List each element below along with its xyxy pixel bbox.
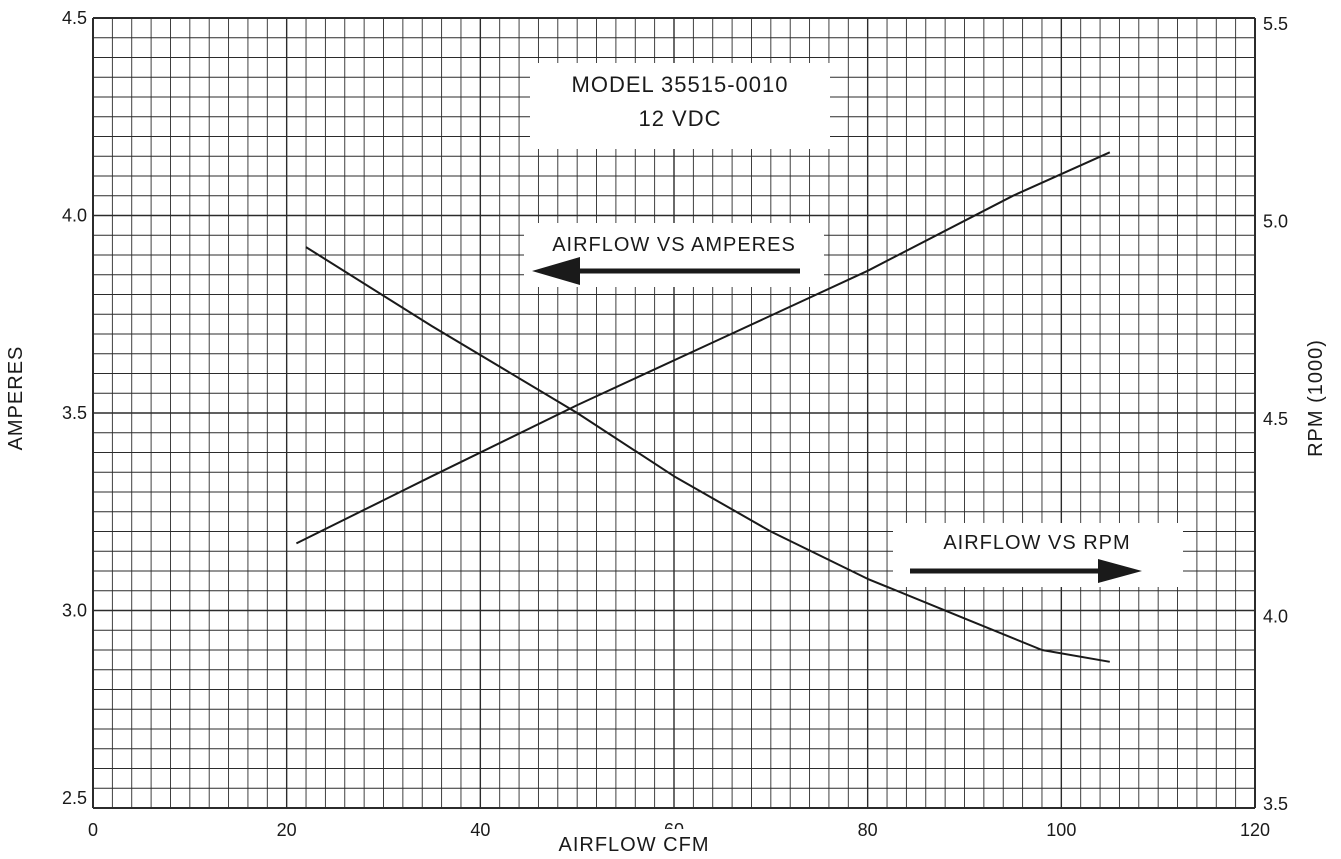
y-axis-label-left: AMPERES <box>5 346 27 451</box>
x-tick-label: 40 <box>470 820 490 840</box>
arrow-head <box>532 257 580 285</box>
y-axis-label-right: RPM (1000) <box>1305 339 1327 457</box>
y-left-tick-label: 4.0 <box>62 206 87 226</box>
chart-title: MODEL 35515-0010 <box>572 72 789 97</box>
x-tick-label: 120 <box>1240 820 1270 840</box>
y-right-tick-label: 4.5 <box>1263 409 1288 429</box>
chart-subtitle: 12 VDC <box>638 106 721 131</box>
x-axis-label: AIRFLOW CFM <box>559 834 710 856</box>
left-arrow-icon <box>532 257 800 285</box>
annotation-airflow-vs-rpm: AIRFLOW VS RPM <box>893 523 1183 587</box>
right-arrow-icon <box>910 559 1142 583</box>
annotation-text: AIRFLOW VS RPM <box>943 532 1130 554</box>
y-right-tick-label: 5.0 <box>1263 212 1288 232</box>
y-left-tick-label: 3.5 <box>62 403 87 423</box>
amperes-series-line <box>295 151 1111 545</box>
y-right-tick-label: 4.0 <box>1263 607 1288 627</box>
arrow-head <box>1098 559 1142 583</box>
data-series <box>295 151 1111 663</box>
y-right-tick-label: 5.5 <box>1263 14 1288 34</box>
tick-labels: 0204060801001202.53.03.54.04.53.54.04.55… <box>62 8 1288 840</box>
x-tick-label: 0 <box>88 820 98 840</box>
model-label-box: MODEL 35515-0010 12 VDC <box>530 63 830 149</box>
x-tick-label: 80 <box>858 820 878 840</box>
annotation-airflow-vs-amperes: AIRFLOW VS AMPERES <box>524 223 824 287</box>
annotation-text: AIRFLOW VS AMPERES <box>552 234 796 256</box>
x-tick-label: 100 <box>1046 820 1076 840</box>
rpm-series-line <box>305 246 1110 663</box>
y-right-tick-label: 3.5 <box>1263 794 1288 814</box>
x-tick-label: 20 <box>277 820 297 840</box>
y-left-tick-label: 4.5 <box>62 8 87 28</box>
y-left-tick-label: 2.5 <box>62 788 87 808</box>
y-left-tick-label: 3.0 <box>62 601 87 621</box>
